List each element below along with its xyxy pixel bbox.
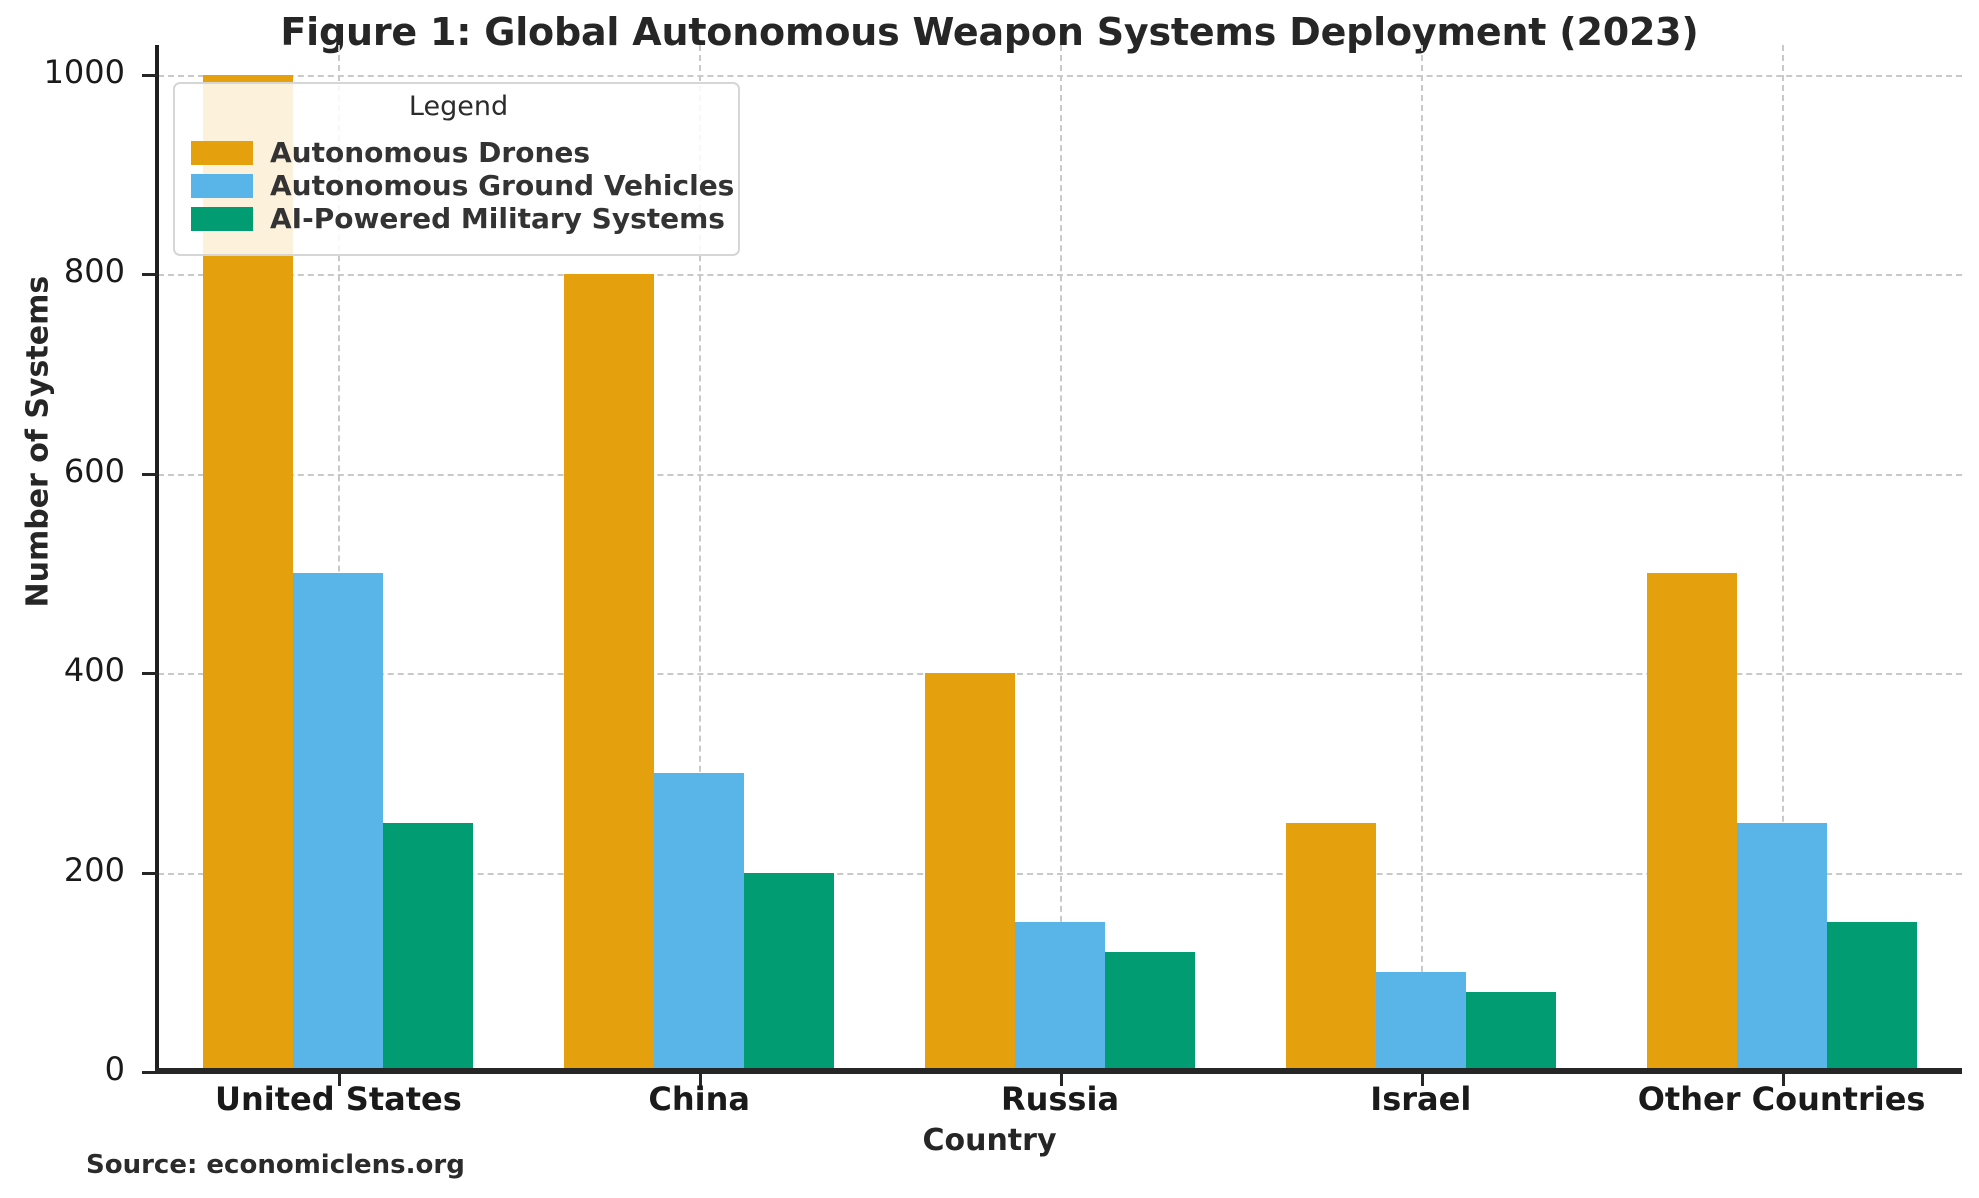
bar xyxy=(1015,922,1105,1072)
y-tick-label-1000: 1000 xyxy=(43,52,125,91)
x-tick-label-other-countries: Other Countries xyxy=(1637,1080,1926,1118)
x-tick-mark xyxy=(338,1072,342,1086)
legend-label: Autonomous Drones xyxy=(270,136,591,169)
gridline-vertical xyxy=(1781,45,1784,1072)
y-tick-mark xyxy=(142,273,158,277)
bar xyxy=(654,772,745,1072)
y-tick-label-0: 0 xyxy=(104,1050,125,1088)
x-tick-mark xyxy=(1420,1072,1424,1086)
y-tick-label-400: 400 xyxy=(63,651,125,690)
legend-title: Legend xyxy=(408,91,509,122)
y-tick-mark xyxy=(142,1071,158,1074)
page-title: Figure 1: Global Autonomous Weapon Syste… xyxy=(280,10,1699,54)
x-tick-mark xyxy=(699,1072,703,1086)
bar xyxy=(1736,822,1827,1072)
bar xyxy=(564,274,655,1072)
legend-entry[interactable]: Autonomous Ground Vehicles xyxy=(191,169,734,202)
gridline-vertical xyxy=(1060,45,1062,1072)
legend-entry[interactable]: AI-Powered Military Systems xyxy=(191,202,725,235)
y-tick-label-600: 600 xyxy=(63,451,125,490)
bar xyxy=(1465,992,1556,1072)
bar xyxy=(1826,922,1917,1072)
gridline-vertical xyxy=(699,45,702,1072)
y-tick-label-200: 200 xyxy=(63,850,125,889)
x-tick-label-united-states: United States xyxy=(215,1080,462,1118)
legend: Legend Autonomous Drones Autonomous Groun… xyxy=(173,82,740,256)
y-axis-label: Number of Systems xyxy=(20,275,56,608)
x-axis-spine xyxy=(155,1068,1962,1074)
bar xyxy=(925,673,1015,1072)
x-tick-mark xyxy=(1060,1072,1063,1086)
bar xyxy=(1285,822,1376,1072)
y-tick-label-800: 800 xyxy=(63,252,125,291)
x-tick-label-israel: Israel xyxy=(1370,1080,1472,1118)
x-tick-label-china: China xyxy=(648,1080,750,1118)
bar xyxy=(383,822,474,1072)
bar xyxy=(1646,573,1737,1072)
bar xyxy=(293,573,384,1072)
y-tick-mark xyxy=(142,871,158,875)
bar xyxy=(1375,972,1466,1072)
gridline-vertical xyxy=(1420,45,1423,1072)
legend-label: AI-Powered Military Systems xyxy=(270,202,725,235)
legend-swatch-icon xyxy=(191,140,253,165)
y-tick-mark xyxy=(142,672,158,676)
bar xyxy=(744,872,835,1072)
legend-swatch-icon xyxy=(191,206,253,231)
legend-label: Autonomous Ground Vehicles xyxy=(270,169,735,202)
source-note: Source: economiclens.org xyxy=(86,1150,465,1180)
y-axis-spine xyxy=(155,45,159,1074)
x-axis-label: Country xyxy=(922,1123,1057,1158)
legend-entry[interactable]: Autonomous Drones xyxy=(191,136,590,169)
x-tick-mark xyxy=(1781,1072,1785,1086)
gridline-vertical xyxy=(338,45,341,1072)
y-tick-mark xyxy=(142,472,158,476)
legend-swatch-icon xyxy=(191,173,253,198)
x-tick-label-russia: Russia xyxy=(1000,1080,1120,1118)
bar xyxy=(1105,952,1195,1072)
y-tick-mark xyxy=(142,73,158,77)
